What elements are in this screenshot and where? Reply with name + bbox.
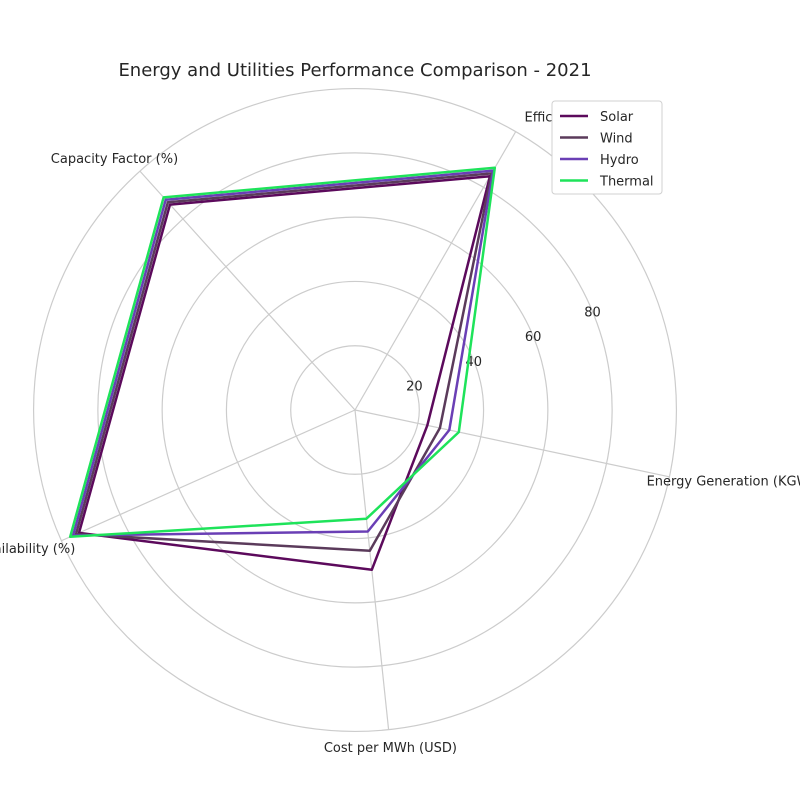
legend: Solar Wind Hydro Thermal (551, 100, 663, 195)
grid-ring-3 (161, 216, 549, 604)
axis-label-5: Cost per MWh (USD) (324, 741, 457, 756)
legend-label-hydro: Hydro (600, 153, 639, 168)
legend-label-thermal: Thermal (599, 175, 654, 190)
grid-spoke-1 (354, 409, 670, 478)
grid-spoke-3 (139, 170, 356, 411)
data-series (68, 166, 497, 572)
grid-ring-2 (225, 280, 485, 540)
axis-label-1: Energy Generation (KGWh) (647, 474, 800, 489)
series-thermal-line (68, 166, 497, 539)
grid-ring-4 (97, 152, 613, 668)
grid-ring-5 (32, 87, 678, 733)
series-wind-line (74, 172, 493, 552)
axis-label-3: Capacity Factor (%) (51, 152, 178, 167)
axis-label-4: Availability (%) (0, 542, 75, 557)
grid-spoke-4 (61, 409, 356, 542)
legend-frame (551, 100, 663, 195)
grid-ring-1 (290, 345, 420, 475)
series-solar-line (77, 174, 492, 572)
series-hydro-line (71, 169, 495, 537)
r-tick-label-80: 80 (584, 306, 601, 321)
axis-labels: Energy Generation (KGWh)Efficiency (%)Ca… (0, 110, 800, 756)
r-tick-label-60: 60 (525, 330, 542, 345)
r-tick-label-20: 20 (406, 379, 423, 394)
chart-title: Energy and Utilities Performance Compari… (118, 60, 591, 81)
legend-label-solar: Solar (600, 110, 634, 125)
legend-label-wind: Wind (600, 132, 633, 147)
